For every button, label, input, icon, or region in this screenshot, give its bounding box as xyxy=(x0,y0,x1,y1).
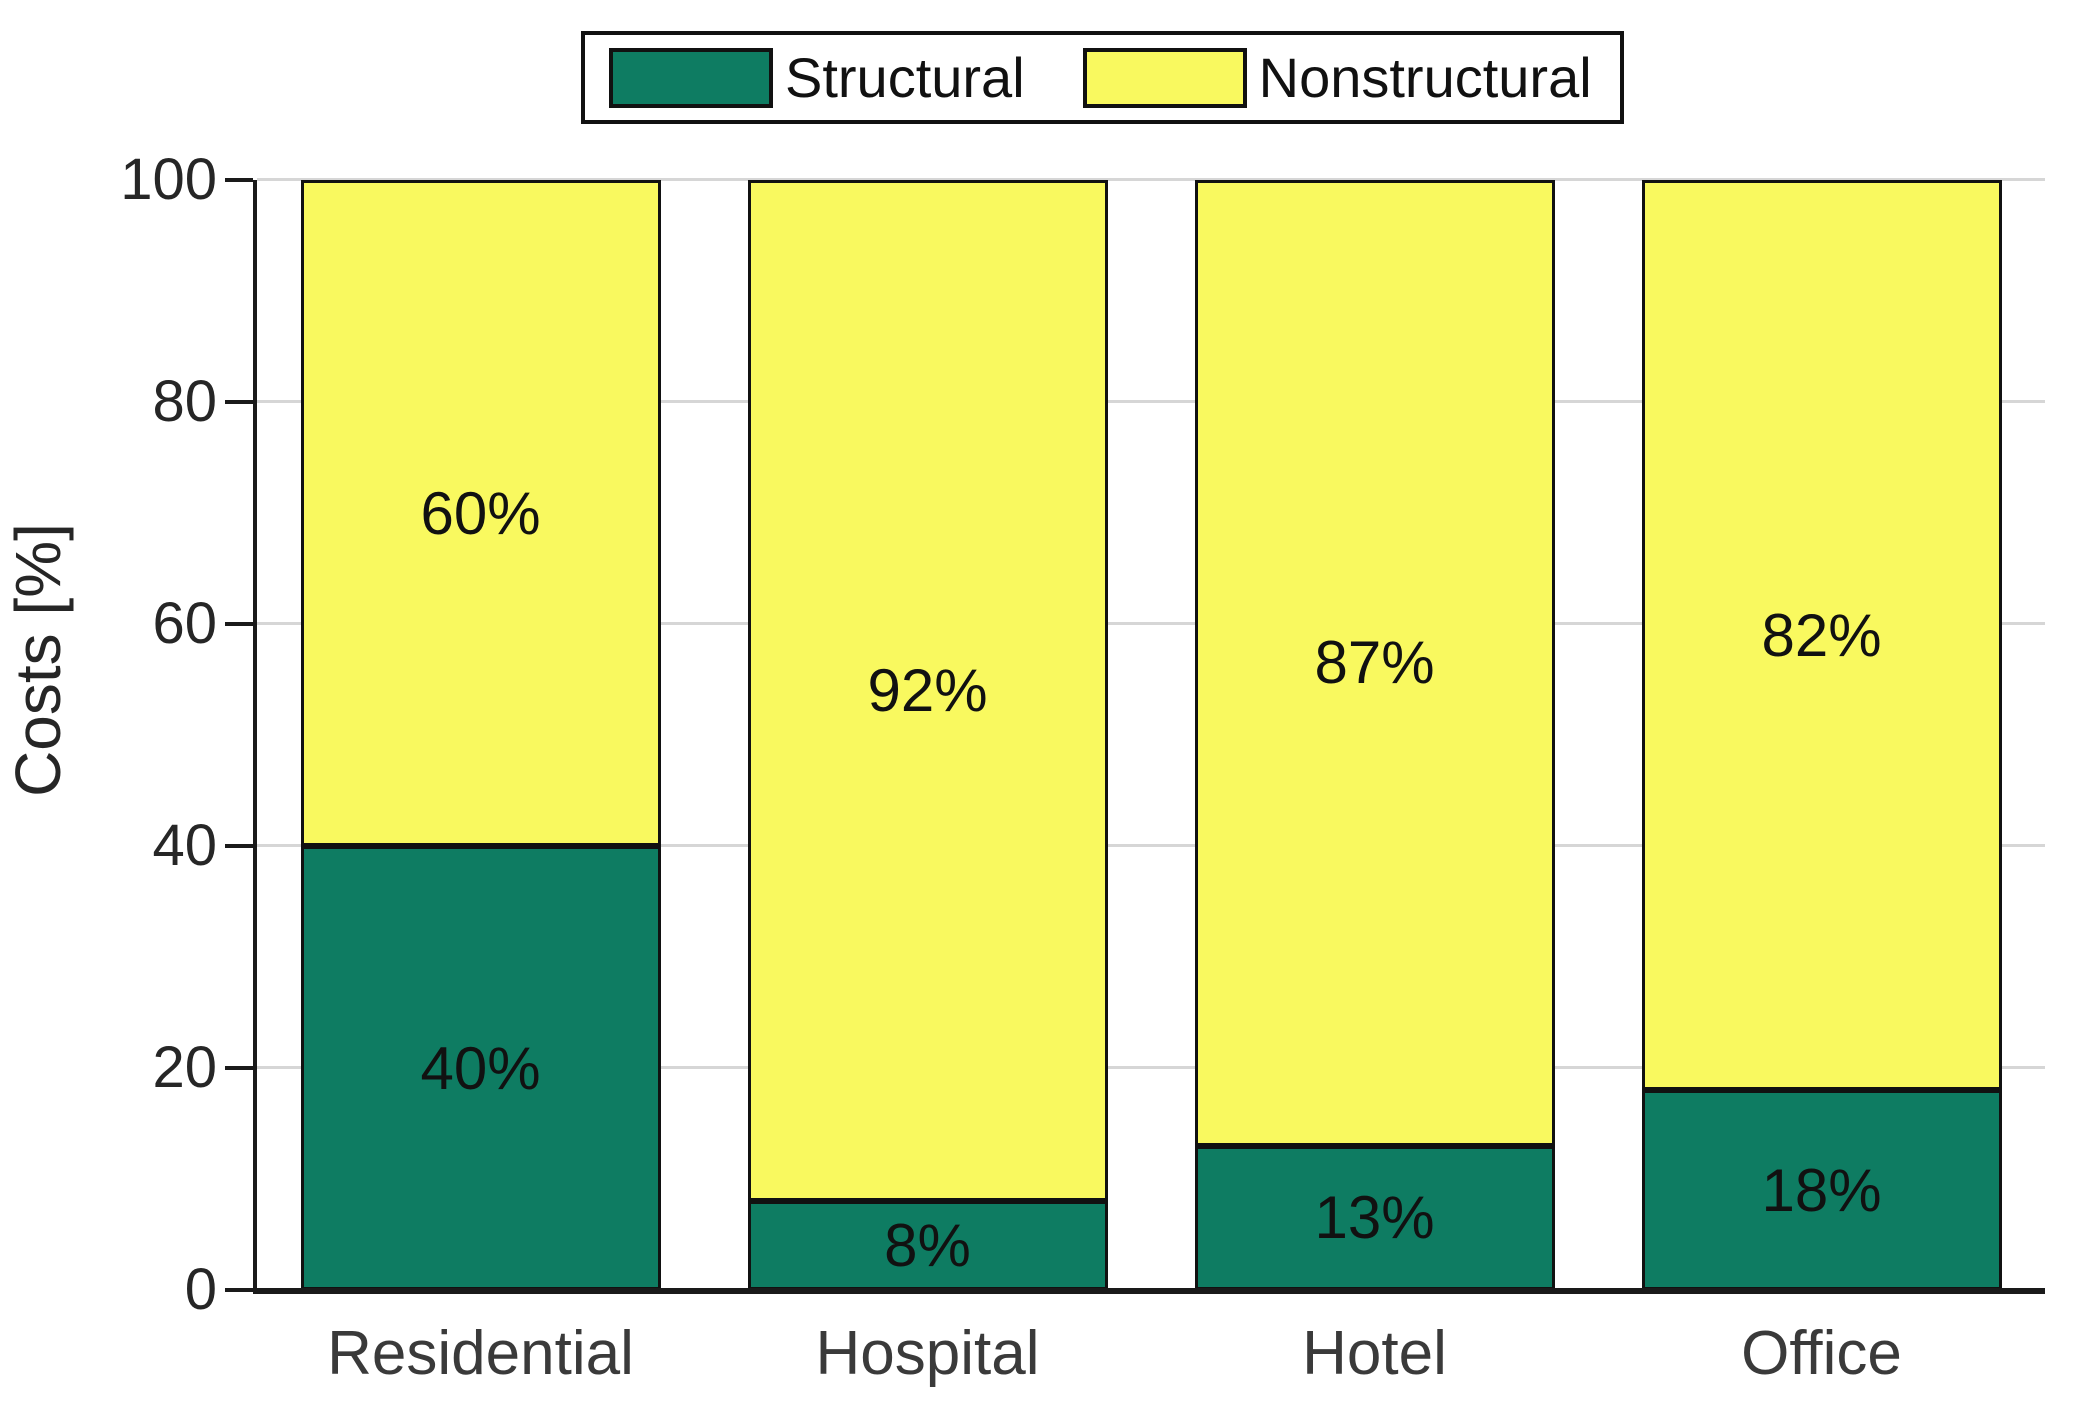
bar-hospital: 8% 92% xyxy=(747,180,1108,1290)
segment-value-label: 92% xyxy=(867,657,988,725)
segment-value-label: 18% xyxy=(1761,1156,1882,1224)
segment-value-label: 13% xyxy=(1314,1184,1435,1252)
y-tick-label-80: 80 xyxy=(152,369,217,434)
segment-structural-hotel: 13% xyxy=(1194,1145,1555,1290)
segment-value-label: 8% xyxy=(884,1212,971,1280)
y-tick-label-60: 60 xyxy=(152,591,217,656)
bar-hotel: 13% 87% xyxy=(1194,180,1555,1290)
segment-nonstructural-hospital: 92% xyxy=(747,180,1108,1202)
legend-item-nonstructural: Nonstructural xyxy=(1082,45,1592,110)
y-tick-label-40: 40 xyxy=(152,813,217,878)
gridline-80 xyxy=(257,400,2045,403)
y-tick-label-0: 0 xyxy=(184,1257,217,1322)
segment-value-label: 60% xyxy=(420,479,541,547)
segment-structural-residential: 40% xyxy=(300,846,661,1290)
legend: Structural Nonstructural xyxy=(581,31,1624,124)
gridline-60 xyxy=(257,622,2045,625)
x-tick-label-residential: Residential xyxy=(327,1319,634,1388)
segment-value-label: 82% xyxy=(1761,601,1882,669)
structural-swatch xyxy=(609,47,773,108)
x-tick-label-office: Office xyxy=(1741,1319,1902,1388)
y-tick-20 xyxy=(225,1066,253,1070)
y-tick-80 xyxy=(225,400,253,404)
y-tick-label-100: 100 xyxy=(120,147,217,212)
segment-nonstructural-hotel: 87% xyxy=(1194,180,1555,1146)
y-tick-100 xyxy=(225,178,253,182)
plot-area: 40% 60% 8% 92% 13% 87% 18% 82% xyxy=(257,178,2045,1290)
y-tick-40 xyxy=(225,844,253,848)
legend-item-structural: Structural xyxy=(609,45,1025,110)
gridline-20 xyxy=(257,1066,2045,1069)
bar-residential: 40% 60% xyxy=(300,180,661,1290)
y-tick-0 xyxy=(225,1288,253,1292)
segment-structural-office: 18% xyxy=(1641,1090,2002,1290)
gridline-100 xyxy=(257,178,2045,181)
y-tick-60 xyxy=(225,622,253,626)
legend-label: Structural xyxy=(785,46,1025,109)
y-axis-title: Costs [%] xyxy=(2,523,74,797)
bar-office: 18% 82% xyxy=(1641,180,2002,1290)
segment-nonstructural-office: 82% xyxy=(1641,180,2002,1091)
gridline-40 xyxy=(257,844,2045,847)
x-tick-label-hotel: Hotel xyxy=(1302,1319,1447,1388)
legend-label: Nonstructural xyxy=(1258,46,1592,109)
x-tick-label-hospital: Hospital xyxy=(815,1319,1040,1388)
segment-value-label: 87% xyxy=(1314,629,1435,697)
segment-value-label: 40% xyxy=(420,1034,541,1102)
y-axis-line xyxy=(253,180,257,1294)
x-axis-line xyxy=(253,1288,2045,1294)
nonstructural-swatch xyxy=(1082,47,1247,108)
segment-nonstructural-residential: 60% xyxy=(300,180,661,846)
y-tick-label-20: 20 xyxy=(152,1035,217,1100)
segment-structural-hospital: 8% xyxy=(747,1201,1108,1290)
